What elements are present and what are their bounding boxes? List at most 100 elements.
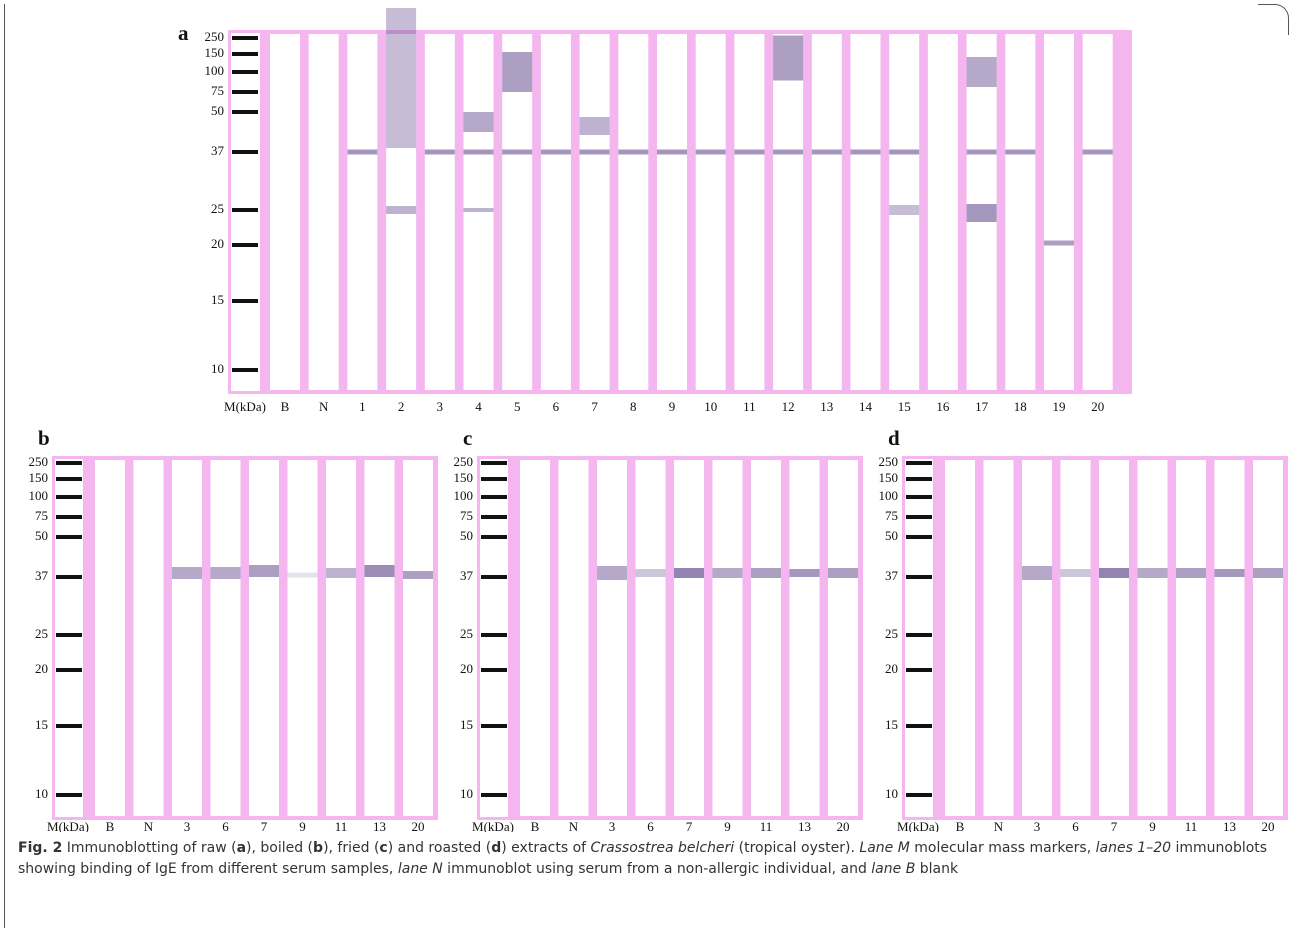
lane <box>850 34 881 390</box>
lane-label: 20 <box>1262 819 1275 832</box>
caption-text: blank <box>915 861 959 877</box>
band <box>712 568 743 578</box>
caption-text: Immunoblotting of raw ( <box>62 840 237 856</box>
lane-label: 7 <box>686 819 693 832</box>
band <box>751 568 781 578</box>
lane <box>983 460 1014 816</box>
band <box>502 52 533 92</box>
band <box>674 568 704 578</box>
lane-label: 14 <box>859 399 873 414</box>
lane <box>674 460 704 816</box>
marker-label: 20 <box>460 661 473 676</box>
frame-corner <box>1258 4 1289 35</box>
lane <box>1082 34 1113 390</box>
marker-label: 10 <box>460 786 473 801</box>
marker-label: 100 <box>205 63 225 78</box>
band <box>811 149 842 155</box>
lane <box>558 460 589 816</box>
band <box>1044 240 1074 246</box>
marker-band <box>56 495 82 499</box>
marker-band <box>481 633 507 637</box>
marker-label: 150 <box>205 45 225 60</box>
lane-label: 7 <box>591 399 598 414</box>
marker-label: 15 <box>211 292 224 307</box>
lane <box>287 460 318 816</box>
band <box>966 204 997 222</box>
band <box>635 569 666 577</box>
panel-letter: c <box>463 426 472 450</box>
caption-text: b <box>313 840 324 856</box>
marker-label: 150 <box>29 470 49 485</box>
caption-text: ) extracts of <box>501 840 591 856</box>
lane-label: M(kDa) <box>897 819 939 832</box>
caption-text: immunoblot using serum from a non-allerg… <box>442 861 872 877</box>
band <box>403 571 433 579</box>
marker-label: 20 <box>885 661 898 676</box>
marker-band <box>232 36 258 40</box>
marker-label: 10 <box>35 786 48 801</box>
lane <box>520 460 550 816</box>
marker-band <box>56 793 82 797</box>
lane <box>579 34 610 390</box>
lane-label: 3 <box>1034 819 1041 832</box>
marker-label: 37 <box>885 568 899 583</box>
marker-label: 50 <box>211 103 224 118</box>
band <box>386 8 417 148</box>
lane <box>789 460 820 816</box>
marker-band <box>906 477 932 481</box>
marker-band <box>56 535 82 539</box>
lane-label: 13 <box>820 399 833 414</box>
marker-label: 15 <box>35 717 48 732</box>
lane <box>249 460 279 816</box>
caption-text: (tropical oyster). <box>734 840 860 856</box>
lane-label: B <box>281 399 290 414</box>
marker-band <box>906 724 932 728</box>
lane <box>712 460 743 816</box>
lane <box>945 460 975 816</box>
lane <box>1176 460 1206 816</box>
band <box>287 572 318 578</box>
marker-label: 20 <box>35 661 48 676</box>
lane-label: 16 <box>936 399 950 414</box>
band <box>1253 568 1283 578</box>
marker-band <box>232 110 258 114</box>
band <box>579 117 610 135</box>
caption-text: ) and roasted ( <box>387 840 492 856</box>
band <box>966 149 997 155</box>
band <box>347 149 378 155</box>
marker-label: 150 <box>879 470 899 485</box>
lane <box>502 34 533 390</box>
caption-text: lane N <box>397 861 443 877</box>
marker-label: 25 <box>885 626 898 641</box>
caption-text: Lane M <box>859 840 910 856</box>
marker-label: 15 <box>460 717 473 732</box>
lane <box>95 460 125 816</box>
marker-label: 10 <box>885 786 898 801</box>
lane <box>308 34 339 390</box>
caption-text: immunoblots showing binding of IgE from … <box>18 840 1268 877</box>
lane-label: 17 <box>975 399 989 414</box>
lane <box>734 34 765 390</box>
panel-letter: a <box>178 21 189 45</box>
band <box>424 149 455 155</box>
marker-label: 50 <box>885 528 898 543</box>
band <box>850 149 881 155</box>
band <box>172 567 202 579</box>
marker-label: 250 <box>205 29 225 44</box>
band <box>889 205 920 215</box>
lane <box>657 34 687 390</box>
marker-band <box>232 208 258 212</box>
figure-frame <box>4 4 1288 928</box>
band <box>657 149 687 155</box>
lane-label: 20 <box>1091 399 1104 414</box>
caption-text: ), boiled ( <box>246 840 314 856</box>
lane <box>364 460 395 816</box>
lane-label: 7 <box>261 819 268 832</box>
caption-text: lane B <box>871 861 916 877</box>
lane <box>597 460 627 816</box>
marker-label: 20 <box>211 236 224 251</box>
marker-lane <box>480 459 508 817</box>
lane-label: 11 <box>335 819 348 832</box>
marker-band <box>481 575 507 579</box>
